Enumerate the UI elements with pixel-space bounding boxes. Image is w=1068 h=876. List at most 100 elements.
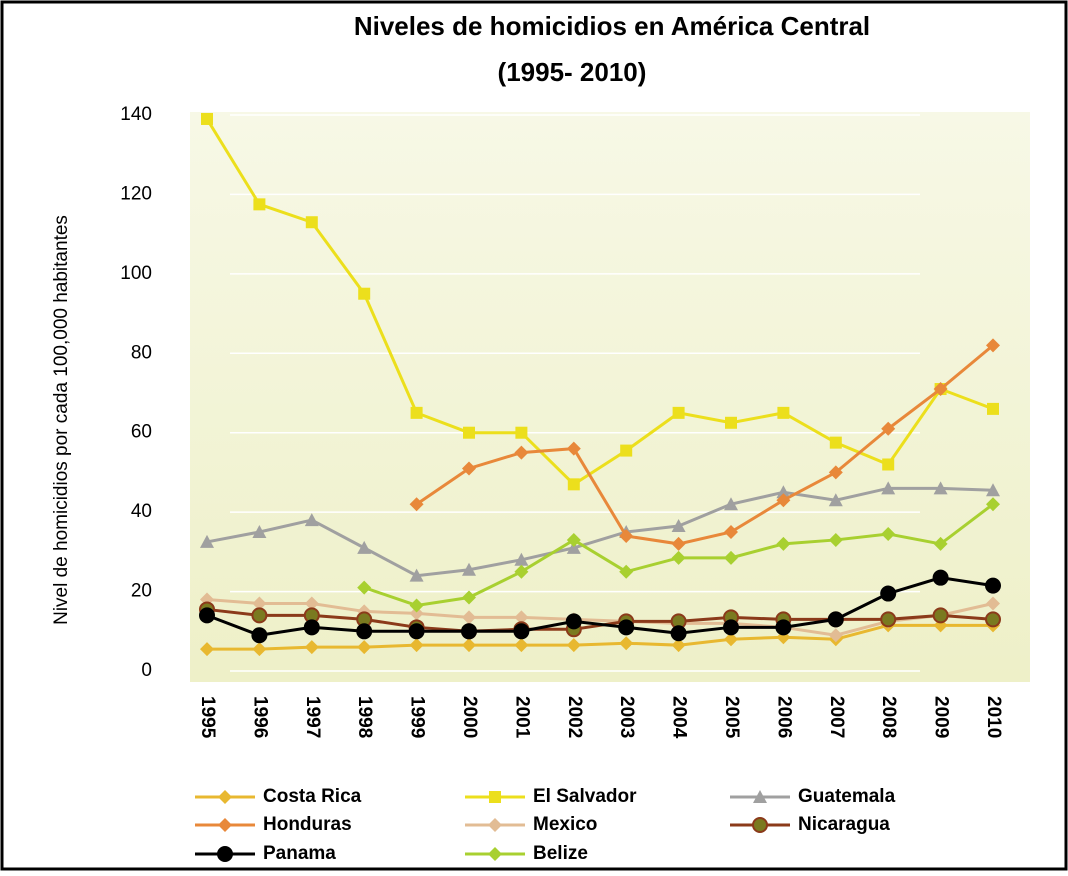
data-point: [881, 481, 896, 495]
data-point: [932, 569, 949, 586]
data-point: [618, 619, 635, 636]
data-point: [409, 638, 424, 653]
data-point: [724, 550, 738, 565]
x-tick-label: 2003: [616, 696, 637, 738]
data-point: [409, 598, 424, 613]
data-point: [201, 112, 213, 125]
data-point: [828, 628, 843, 643]
data-point: [881, 421, 896, 436]
data-point: [304, 513, 319, 527]
data-point: [566, 638, 581, 653]
data-point: [514, 638, 529, 653]
x-tick-label: 1998: [354, 696, 375, 738]
data-point: [463, 426, 475, 439]
data-point: [251, 627, 268, 644]
data-point: [933, 382, 948, 397]
legend-label: Nicaragua: [798, 814, 890, 835]
series-line: [207, 623, 993, 651]
data-point: [251, 607, 268, 624]
legend-label: Mexico: [533, 814, 597, 835]
legend-marker: [218, 818, 232, 832]
data-point: [828, 465, 843, 480]
data-point: [986, 483, 1000, 497]
data-point: [619, 636, 634, 651]
data-point: [304, 596, 319, 611]
legend-marker: [218, 790, 232, 804]
y-tick-label: 140: [120, 104, 152, 125]
data-point: [303, 619, 320, 636]
x-tick-label: 2000: [459, 696, 480, 738]
data-point: [462, 610, 476, 625]
y-tick-label: 80: [131, 342, 152, 363]
legend-label: Belize: [533, 843, 588, 864]
data-point: [566, 540, 581, 554]
data-point: [828, 493, 843, 507]
data-point: [986, 596, 1000, 611]
series-line: [415, 344, 994, 546]
data-point: [566, 532, 581, 547]
data-point: [514, 445, 529, 460]
data-point: [724, 632, 738, 647]
x-tick-label: 1999: [407, 696, 428, 738]
data-point: [462, 638, 476, 653]
data-point: [775, 619, 792, 636]
data-point: [514, 610, 529, 625]
data-point: [357, 640, 372, 655]
x-tick-label: 1997: [302, 696, 323, 738]
data-point: [305, 216, 318, 229]
data-point: [880, 585, 897, 602]
data-point: [409, 497, 424, 512]
data-point: [671, 519, 686, 533]
data-point: [671, 550, 686, 565]
data-point: [410, 406, 423, 419]
y-tick-label: 20: [131, 581, 152, 602]
y-tick-label: 0: [141, 660, 152, 681]
legend-marker: [217, 846, 233, 862]
data-point: [776, 485, 791, 499]
x-tick-label: 2006: [773, 696, 794, 738]
data-point: [777, 406, 790, 419]
chart-title: Niveles de homicidios en América Central: [354, 11, 870, 41]
data-point: [724, 525, 738, 539]
data-point: [357, 540, 372, 554]
x-tick-label: 1996: [249, 696, 270, 738]
series-line: [206, 486, 994, 578]
legend-label: Panama: [263, 843, 336, 864]
data-point: [358, 287, 371, 300]
data-point: [252, 642, 267, 657]
data-point: [880, 611, 897, 628]
data-point: [619, 564, 634, 579]
legend-label: Costa Rica: [263, 786, 362, 807]
data-point: [252, 596, 267, 611]
data-point: [672, 406, 685, 419]
data-point: [671, 536, 686, 551]
data-point: [565, 613, 582, 630]
x-tick-label: 2008: [878, 696, 899, 738]
x-tick-label: 2010: [983, 696, 1004, 738]
data-point: [462, 590, 476, 605]
data-point: [252, 525, 267, 538]
data-point: [828, 532, 843, 547]
data-point: [567, 478, 580, 491]
data-point: [619, 528, 634, 543]
x-tick-label: 2001: [511, 696, 532, 739]
data-point: [933, 536, 948, 551]
x-tick-label: 2005: [721, 696, 742, 739]
data-point: [304, 640, 319, 655]
legend-marker: [488, 847, 502, 861]
data-point: [985, 577, 1001, 594]
data-point: [829, 436, 842, 449]
data-point: [881, 526, 896, 541]
legend-label: Guatemala: [798, 786, 896, 807]
data-point: [776, 493, 791, 508]
data-point: [670, 625, 687, 642]
data-point: [462, 562, 476, 576]
data-point: [515, 426, 528, 439]
y-axis-label: Nivel de homicidios por cada 100,000 hab…: [51, 215, 72, 625]
data-point: [514, 564, 529, 579]
data-point: [620, 444, 633, 457]
data-point: [827, 611, 844, 628]
x-tick-label: 2007: [826, 696, 847, 738]
data-point: [200, 534, 214, 548]
data-point: [200, 642, 214, 657]
